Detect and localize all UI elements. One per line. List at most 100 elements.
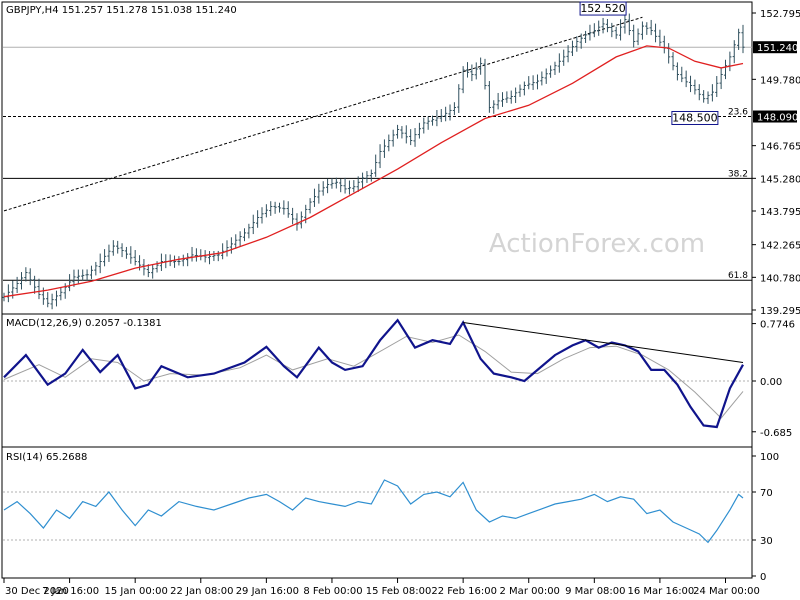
price-bar [116, 240, 120, 254]
price-bar [430, 115, 435, 126]
price-bar [540, 71, 544, 86]
price-bar [177, 256, 181, 266]
price-bar [422, 117, 426, 134]
price-bar [238, 231, 242, 246]
price-bar [382, 139, 387, 158]
moving-average-line [3, 45, 744, 298]
price-bar [151, 264, 155, 279]
price-bar [120, 243, 124, 258]
time-axis-label: 15 Feb 08:00 [366, 586, 432, 597]
price-bar [518, 84, 522, 97]
price-bar [680, 66, 684, 83]
time-axis-label: 24 Mar 00:00 [693, 586, 760, 597]
time-axis-label: 7 Jan 16:00 [42, 586, 99, 597]
rsi-axis: 100 70 30 0 [3, 452, 779, 583]
price-callout-box [579, 1, 627, 16]
price-bar [365, 171, 369, 183]
price-bar [500, 92, 505, 107]
price-bar [448, 104, 452, 121]
macd-axis: 0.7746 0.00 -0.685 [3, 320, 795, 439]
price-level-lines: 23.6 38.2 61.8 [3, 46, 752, 281]
time-axis-label: 29 Jan 16:00 [236, 586, 299, 597]
price-axis-label: 139.295 [760, 306, 800, 317]
price-bar [194, 248, 199, 262]
price-axis-label: 145.280 [760, 174, 800, 185]
price-trendline [3, 16, 643, 212]
price-bar [172, 255, 177, 268]
price-bar [465, 62, 470, 78]
watermark: ActionForex.com [489, 229, 705, 259]
price-bar [719, 67, 723, 90]
price-bar [426, 116, 430, 130]
price-bar [671, 52, 675, 71]
price-bar [85, 269, 89, 281]
price-bar [636, 28, 640, 46]
price-bar [360, 172, 365, 189]
price-bar [640, 21, 645, 40]
price-bar [684, 70, 688, 88]
price-bar [137, 255, 142, 271]
price-bar [737, 28, 741, 50]
price-bar [312, 188, 317, 207]
macd-pane-header: MACD(12,26,9) 0.2057 -0.1381 [6, 318, 162, 329]
price-bar [514, 87, 518, 104]
price-bar [334, 177, 338, 189]
price-bar [19, 272, 24, 290]
price-bar [653, 23, 658, 43]
price-bar [234, 234, 238, 249]
price-bar [251, 214, 255, 235]
price-bar [570, 40, 575, 57]
macd-signal-line [3, 334, 744, 419]
price-bar [107, 244, 111, 262]
price-bar [269, 201, 273, 216]
price-callout-label: 148.500 [672, 111, 718, 124]
price-bar [583, 30, 588, 43]
price-bar [413, 128, 417, 147]
price-bar [216, 250, 220, 262]
rsi-axis-label: 0 [760, 572, 766, 583]
price-axis-label: 142.265 [760, 241, 800, 252]
rsi-axis-label: 30 [760, 536, 773, 547]
level-price-tag [753, 110, 797, 123]
price-bar [496, 92, 500, 110]
macd-trendline [463, 321, 744, 363]
fib-level-label: 61.8 [728, 271, 748, 281]
price-bar [256, 210, 260, 228]
price-bar [325, 178, 330, 194]
price-callouts: 152.520 148.500 [579, 1, 719, 125]
price-bar [347, 180, 352, 195]
price-bar [295, 213, 299, 231]
price-bar [702, 90, 706, 103]
price-bar [605, 19, 610, 33]
price-axis: 152.795 149.780 146.765 145.280 143.795 142.2… [752, 9, 800, 317]
price-bar [579, 33, 583, 49]
price-bar [212, 251, 216, 262]
price-bar [693, 79, 697, 95]
price-bar [72, 269, 76, 287]
price-bar [562, 49, 566, 66]
price-bar [207, 251, 212, 265]
price-bar [94, 261, 98, 276]
price-bar [710, 84, 714, 102]
price-bar [741, 24, 745, 54]
price-bar [356, 176, 360, 193]
price-bar [124, 246, 129, 259]
current-price-tag-label: 151.240 [757, 43, 798, 54]
price-bar [142, 259, 146, 276]
price-bar [548, 65, 553, 78]
price-bar [291, 207, 295, 225]
price-axis-label: 149.780 [760, 75, 800, 86]
price-bar [557, 53, 561, 73]
macd-axis-label: -0.685 [760, 428, 792, 439]
price-bar [435, 110, 439, 127]
price-bar [575, 36, 579, 52]
price-bar [50, 293, 54, 310]
price-bar [487, 81, 491, 113]
price-bar [632, 24, 636, 48]
price-bar [535, 74, 540, 90]
price-bar [715, 76, 719, 98]
price-bar [522, 81, 526, 96]
price-bar [76, 269, 80, 284]
